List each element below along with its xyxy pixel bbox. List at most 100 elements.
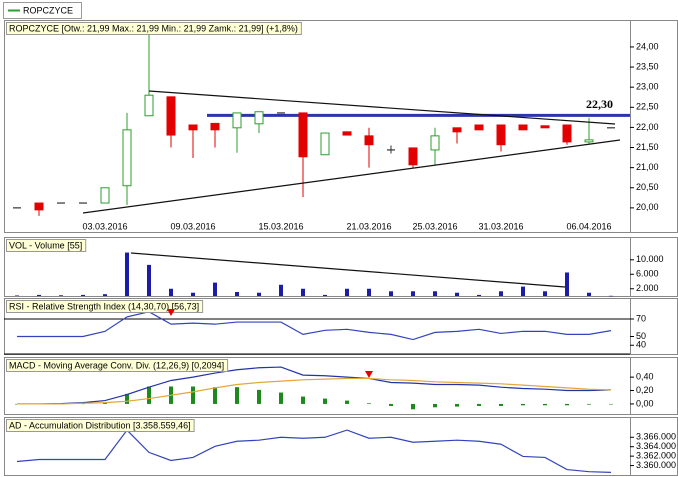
y-tick-label: 23,50 (636, 61, 659, 71)
bar (389, 403, 393, 406)
bar (301, 288, 305, 296)
signal-marker (365, 371, 373, 378)
bar (125, 252, 129, 296)
y-tick-label: 40 (636, 340, 646, 350)
bar (147, 386, 151, 404)
bar (213, 387, 217, 404)
panel-title: VOL - Volume [55] (6, 239, 87, 252)
title-box (6, 239, 87, 252)
bar (455, 403, 459, 407)
bar (279, 392, 283, 404)
bar (257, 389, 261, 404)
candle-body (408, 147, 418, 166)
y-tick-label: 70 (636, 313, 646, 323)
y-tick-label: 2.000 (636, 283, 659, 293)
x-tick-label: 03.03.2016 (82, 221, 127, 231)
trend-line (130, 252, 566, 288)
bar (169, 288, 173, 296)
bar (103, 402, 107, 404)
bar (191, 292, 195, 296)
panel-title-text: VOL - Volume [55] (9, 240, 82, 250)
bar (477, 294, 481, 296)
y-tick-label: 23,00 (636, 82, 659, 92)
bar (433, 291, 437, 296)
x-tick-label: 15.03.2016 (258, 221, 303, 231)
candle-body (562, 124, 572, 143)
bar (367, 403, 371, 404)
panel-title: AD - Accumulation Distribution [3.358.55… (6, 419, 195, 432)
bar (587, 292, 591, 296)
panel-title: MACD - Moving Average Conv. Div. (12,26,… (6, 359, 229, 372)
bar (213, 282, 217, 296)
bar (565, 403, 569, 406)
bar (257, 292, 261, 296)
bar (81, 294, 85, 296)
candle-body (34, 202, 44, 211)
x-tick-label: 21.03.2016 (346, 221, 391, 231)
candle-body (342, 131, 352, 136)
bar (433, 403, 437, 408)
candle-body (210, 122, 220, 131)
bar (587, 403, 591, 405)
candle-body (100, 187, 110, 204)
bar (103, 294, 107, 296)
bar (389, 291, 393, 296)
y-tick-label: 21,50 (636, 142, 659, 152)
candle-body (496, 124, 506, 146)
panel-title-text: RSI - Relative Strength Index (14,30,70)… (9, 301, 199, 311)
bar (125, 393, 129, 404)
bar (323, 398, 327, 404)
candle-body (474, 124, 484, 131)
bar (191, 386, 195, 404)
bar (411, 403, 415, 410)
bar (345, 288, 349, 296)
bar (565, 272, 569, 296)
y-tick-label: 3.360.000 (636, 460, 676, 470)
bar (411, 291, 415, 296)
bar (147, 264, 151, 296)
y-tick-label: 22,50 (636, 102, 659, 112)
tab-label[interactable]: ROPCZYCE (23, 5, 73, 15)
tab[interactable] (3, 2, 82, 19)
bar (323, 294, 327, 296)
candle-body (188, 124, 198, 131)
y-tick-label: 3.366.000 (636, 432, 676, 442)
title-box (6, 359, 229, 372)
candle-body (518, 124, 528, 131)
y-tick-label: 24,00 (636, 41, 659, 51)
bar (59, 295, 63, 296)
level-label: 22,30 (586, 97, 613, 111)
y-tick-label: 50 (636, 331, 646, 341)
bar (37, 294, 41, 296)
y-tick-label: 10.000 (636, 254, 664, 264)
y-tick-label: 20,00 (636, 202, 659, 212)
series-line (17, 366, 612, 405)
candle-body (298, 112, 308, 158)
trend-line (148, 90, 616, 125)
candle-body (540, 125, 550, 129)
panel-title-text: MACD - Moving Average Conv. Div. (12,26,… (9, 360, 224, 370)
x-tick-label: 31.03.2016 (478, 221, 523, 231)
panel-title-text: AD - Accumulation Distribution [3.358.55… (9, 420, 191, 430)
bar (543, 403, 547, 406)
y-tick-label: 0,20 (636, 385, 654, 395)
y-tick-label: 0,00 (636, 398, 654, 408)
bar (235, 292, 239, 296)
bar (543, 291, 547, 296)
panel-title: RSI - Relative Strength Index (14,30,70)… (6, 300, 204, 313)
series-line (16, 429, 612, 473)
bar (367, 288, 371, 296)
x-tick-label: 06.04.2016 (566, 221, 611, 231)
x-tick-label: 09.03.2016 (170, 221, 215, 231)
x-tick-label: 25.03.2016 (412, 221, 457, 231)
y-tick-label: 3.362.000 (636, 451, 676, 461)
y-tick-label: 0,40 (636, 371, 654, 381)
candle-body (364, 135, 374, 146)
bar (521, 403, 525, 406)
candle-body (166, 96, 176, 136)
bar (609, 403, 613, 405)
candle-body (452, 127, 462, 133)
series-line (17, 311, 612, 341)
candle-body (584, 139, 594, 143)
